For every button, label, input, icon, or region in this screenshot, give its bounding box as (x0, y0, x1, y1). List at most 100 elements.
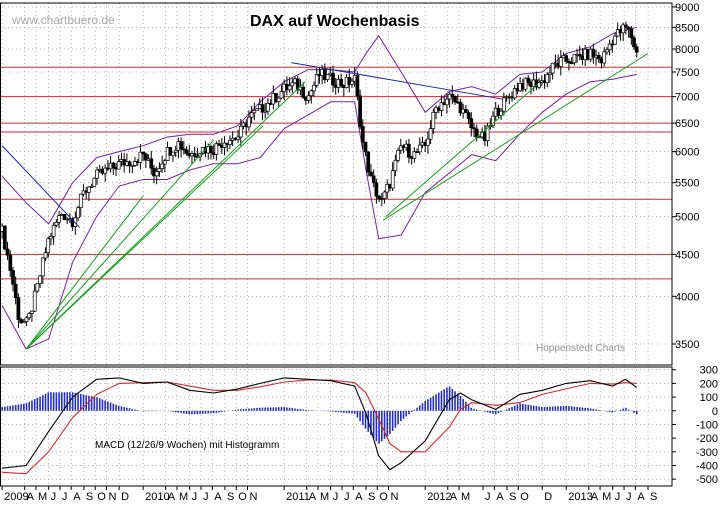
time-tick-label: 2013 (568, 491, 592, 503)
candle-body (350, 80, 354, 85)
candle-body (596, 55, 601, 60)
candle-body (548, 72, 552, 76)
time-tick-label: A (496, 491, 504, 503)
time-tick-label: 2009 (4, 491, 28, 503)
price-tick-label: 5000 (675, 212, 699, 224)
price-candle (103, 164, 108, 182)
price-candle (57, 211, 61, 229)
candle-body (49, 235, 53, 240)
time-tick-label: M (38, 491, 47, 503)
trendline (385, 83, 539, 218)
price-candle (312, 81, 316, 97)
candle-body (626, 26, 631, 30)
time-tick-label: A (637, 491, 645, 503)
time-tick-label: O (379, 491, 388, 503)
price-candle (558, 50, 563, 76)
price-candle (11, 266, 15, 292)
candle-body (523, 77, 528, 90)
price-candle (295, 75, 300, 95)
candle-body (8, 254, 13, 271)
time-tick-label: D (544, 491, 552, 503)
price-candle (472, 123, 476, 138)
price-candle (160, 155, 164, 173)
time-tick-label: A (309, 491, 317, 503)
price-candle (130, 164, 135, 174)
price-candle (222, 136, 227, 156)
price-candle (144, 152, 148, 168)
price-candle (398, 138, 403, 155)
price-candle (21, 318, 26, 324)
price-candle (95, 166, 99, 185)
credit-text: Hoppenstedt Charts (536, 343, 625, 354)
candle-body (390, 170, 395, 189)
candle-body (331, 72, 335, 86)
price-candle (314, 68, 319, 88)
time-tick-label: M (602, 491, 611, 503)
price-candle (252, 102, 257, 121)
macd-line (2, 377, 638, 471)
time-tick-label: M (461, 491, 470, 503)
price-candle (445, 93, 449, 114)
candle-body (87, 186, 91, 193)
price-candle (274, 93, 278, 104)
price-tick-label: 9000 (675, 2, 699, 14)
candle-body (469, 118, 474, 129)
price-candle (179, 137, 183, 158)
candle-body (301, 86, 306, 98)
candle-body (499, 110, 503, 116)
price-tick-label: 4000 (675, 291, 699, 303)
price-candle (168, 147, 173, 156)
time-tick-label: A (591, 491, 599, 503)
price-candle (412, 147, 417, 163)
price-candle (417, 137, 422, 156)
candle-body (512, 88, 517, 99)
price-candle (181, 140, 186, 155)
candle-body (396, 149, 400, 161)
candle-body (374, 182, 379, 197)
price-candle (247, 110, 251, 131)
candle-body (274, 93, 278, 102)
price-candle (127, 160, 132, 174)
price-candle (545, 71, 550, 88)
price-candle (217, 139, 221, 146)
candle-body (247, 116, 251, 128)
candle-body (249, 112, 254, 118)
time-tick-label: M (179, 491, 188, 503)
price-candle (238, 118, 243, 146)
candle-body (27, 313, 32, 319)
candle-body (171, 151, 175, 156)
macd-tick-label: -200 (696, 433, 718, 445)
candle-body (366, 151, 371, 173)
price-candle (464, 104, 468, 114)
trendline (291, 62, 503, 100)
candle-body (192, 153, 197, 157)
price-tick-label: 6000 (675, 147, 699, 159)
price-candle (49, 232, 53, 246)
time-tick-label: 2010 (145, 491, 169, 503)
time-tick-label: A (27, 491, 35, 503)
macd-label: MACD (12/26/9 Wochen) mit Histogramm (95, 440, 279, 451)
candle-body (162, 160, 167, 165)
time-tick-label: 2011 (286, 491, 310, 503)
price-candle (116, 155, 121, 170)
price-candle (548, 67, 552, 83)
candle-body (252, 109, 257, 114)
candle-body (57, 215, 61, 223)
price-candle (325, 74, 330, 83)
price-candle (40, 257, 45, 284)
time-tick-label: A (168, 491, 176, 503)
time-tick-label: A (214, 491, 222, 503)
candle-body (363, 141, 368, 153)
price-candle (35, 283, 40, 293)
candle-body (51, 224, 56, 237)
price-candle (249, 105, 254, 124)
candle-body (95, 169, 99, 179)
price-tick-label: 8000 (675, 44, 699, 56)
time-tick-label: S (368, 491, 375, 503)
candle-body (16, 297, 21, 320)
candle-body (54, 221, 59, 226)
price-candle (369, 164, 373, 177)
candle-body (309, 90, 314, 97)
candle-body (564, 55, 569, 62)
